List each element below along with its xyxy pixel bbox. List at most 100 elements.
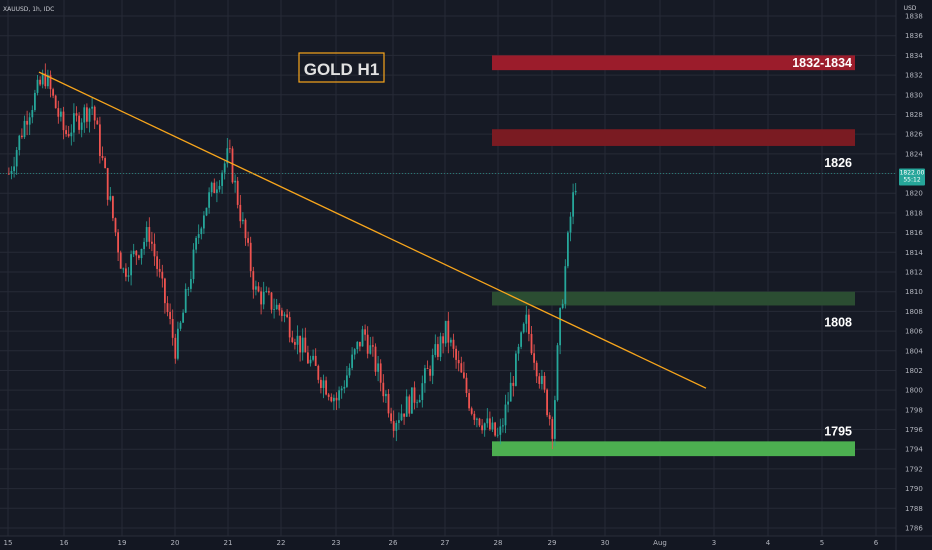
current-price-value: 1822.00 [900, 170, 925, 177]
candle-body [572, 192, 574, 217]
candle-body [535, 362, 538, 377]
candle-body [299, 335, 301, 353]
price-axis[interactable]: 1786 1788 1790 1792 1794 1796 1798 1800 1802 1804… [905, 13, 923, 533]
price-tick-label: 1826 [905, 131, 923, 139]
candle-body [174, 337, 177, 359]
candle-body [322, 380, 325, 388]
candle-body [247, 238, 249, 243]
zone-support-1795[interactable] [492, 441, 855, 457]
price-tick-label: 1802 [905, 367, 923, 375]
candle-body [101, 155, 104, 159]
candle-body [356, 341, 359, 350]
candle-body [21, 135, 23, 138]
candle-body [106, 168, 109, 200]
candle-body [455, 348, 457, 360]
candle-body [421, 383, 424, 401]
chart-title-box: GOLD H1 [298, 52, 385, 83]
price-tick-label: 1794 [905, 446, 923, 454]
candle-body [49, 74, 52, 90]
candle-body [210, 182, 213, 193]
candle-body [229, 148, 231, 150]
candle-body [177, 328, 179, 359]
time-axis[interactable]: 15 16 19 20 21 22 23 26 27 28 29 30 Aug 3 4 5 6 [4, 539, 879, 547]
candle-body [158, 268, 161, 272]
candle-body [353, 349, 356, 355]
candle-body [530, 333, 533, 354]
candle-body [99, 124, 101, 156]
candle-body [489, 418, 491, 430]
candle-body [283, 314, 286, 316]
candle-body [257, 286, 260, 292]
candle-body [556, 345, 559, 401]
candle-body [491, 422, 494, 430]
candle-body [125, 268, 127, 277]
candle-body [203, 215, 205, 229]
candle-body [153, 243, 156, 257]
candle-body [169, 312, 171, 319]
candle-body [54, 95, 57, 109]
candle-body [112, 196, 114, 219]
candle-body [73, 113, 75, 133]
candle-body [395, 422, 398, 431]
candle-body [109, 196, 112, 200]
candle-body [478, 418, 481, 426]
candle-body [44, 73, 47, 87]
zone-label-resistance-1826: 1826 [824, 156, 852, 170]
candle-body [190, 279, 192, 289]
candle-body [96, 120, 99, 125]
candle-body [369, 345, 372, 354]
time-tick-label: 3 [712, 539, 716, 547]
price-tick-label: 1832 [905, 72, 923, 80]
candle-body [554, 400, 556, 439]
candle-body [541, 375, 543, 384]
candle-body [379, 363, 382, 383]
candle-body [366, 334, 369, 354]
zone-resistance-1832[interactable] [492, 55, 855, 71]
candle-body [135, 250, 138, 256]
candle-body [28, 117, 31, 125]
candle-body [119, 252, 122, 269]
candle-body [335, 397, 338, 401]
candle-body [31, 109, 34, 118]
candle-body [307, 352, 309, 364]
candle-body [333, 397, 335, 402]
candle-body [265, 291, 268, 292]
time-tick-label: 27 [441, 539, 450, 547]
candle-body [450, 339, 452, 343]
candle-body [117, 232, 119, 253]
candle-body [88, 108, 91, 122]
candle-body [122, 268, 125, 270]
candle-body [192, 249, 195, 280]
candle-body [340, 388, 343, 391]
time-tick-label: 5 [820, 539, 824, 547]
zone-support-1808[interactable] [492, 291, 855, 306]
candle-body [416, 402, 418, 404]
candle-body [385, 393, 387, 397]
candle-body [444, 320, 447, 344]
time-tick-label: 4 [766, 539, 771, 547]
candle-body [273, 309, 275, 311]
candle-body [223, 163, 226, 173]
candle-body [359, 341, 361, 347]
candle-body [278, 304, 281, 311]
candle-body [431, 354, 434, 376]
candle-body [439, 336, 442, 357]
candle-body [234, 180, 236, 183]
trendline[interactable] [38, 71, 707, 389]
candle-body [197, 234, 200, 238]
candle-body [569, 216, 572, 233]
candle-body [231, 148, 234, 183]
zone-resistance-1826[interactable] [492, 129, 855, 146]
candle-body [65, 130, 67, 135]
price-tick-label: 1816 [905, 229, 923, 237]
candle-body [221, 172, 223, 186]
candle-body [218, 185, 221, 190]
symbol-label: XAUUSD, 1h, IDC [3, 6, 54, 13]
candle-body [496, 434, 499, 436]
candle-body [148, 227, 151, 242]
candle-body [179, 322, 182, 329]
price-tick-label: 1806 [905, 328, 923, 336]
candle-body [387, 393, 390, 414]
candle-body [39, 79, 41, 85]
